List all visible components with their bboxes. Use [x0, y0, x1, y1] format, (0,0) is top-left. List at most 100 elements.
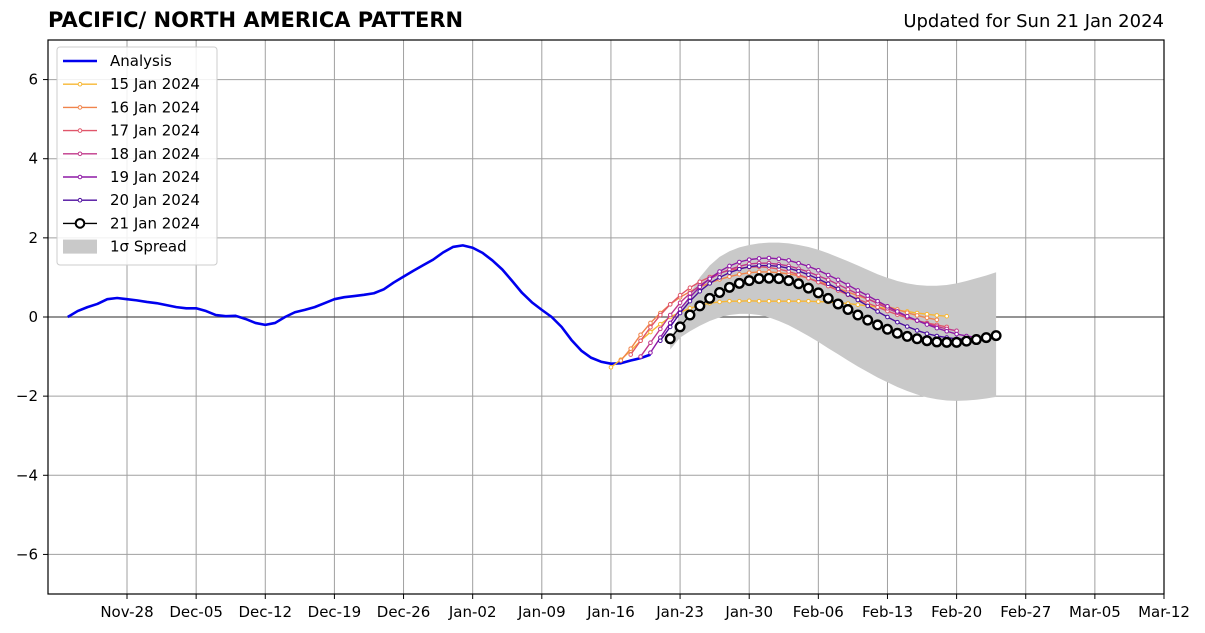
- latest-forecast-point: [970, 334, 982, 346]
- legend-label: 18 Jan 2024: [110, 145, 200, 163]
- legend-marker: [77, 128, 83, 133]
- forecast-point: [638, 332, 643, 338]
- forecast-point: [608, 364, 614, 370]
- forecast-point: [756, 298, 762, 304]
- forecast-point: [944, 328, 950, 334]
- forecast-series-3: [628, 264, 950, 357]
- legend-label: 1σ Spread: [110, 238, 187, 256]
- forecast-point: [924, 315, 930, 321]
- forecast-point: [796, 298, 801, 304]
- forecast-point: [914, 313, 920, 318]
- legend-label: 21 Jan 2024: [110, 214, 200, 232]
- forecast-point: [746, 264, 752, 270]
- forecast-point: [845, 287, 851, 292]
- forecast-point: [914, 318, 920, 323]
- x-tick-label: Dec-19: [308, 603, 362, 621]
- y-tick-label: −4: [16, 466, 38, 484]
- latest-forecast-point: [733, 277, 745, 289]
- forecast-line: [649, 257, 977, 353]
- latest-forecast-point: [881, 323, 893, 335]
- legend-item: 16 Jan 2024: [63, 98, 200, 116]
- forecast-point: [835, 282, 841, 287]
- forecast-point: [677, 310, 683, 316]
- legend-marker: [77, 105, 83, 110]
- forecast-point: [628, 346, 633, 351]
- forecast-point: [796, 272, 801, 277]
- forecast-point: [924, 322, 930, 327]
- latest-forecast-point: [723, 281, 735, 293]
- forecast-point: [697, 279, 703, 285]
- forecast-point: [835, 286, 841, 292]
- latest-forecast-point: [793, 278, 805, 290]
- legend-marker: [77, 174, 83, 180]
- forecast-point: [845, 292, 851, 297]
- latest-forecast-point: [714, 286, 726, 298]
- forecast-point: [687, 298, 693, 304]
- chart-title: PACIFIC/ NORTH AMERICA PATTERN: [48, 8, 464, 32]
- forecast-point: [855, 297, 861, 303]
- forecast-point: [875, 309, 880, 314]
- legend-label: 15 Jan 2024: [110, 75, 200, 93]
- latest-forecast-series: [664, 272, 1002, 348]
- x-tick-label: Jan-23: [655, 603, 704, 621]
- forecast-point: [697, 288, 703, 294]
- legend-box: [56, 46, 218, 266]
- legend-marker: [77, 151, 83, 157]
- latest-forecast-point: [862, 314, 874, 326]
- forecast-point: [648, 324, 653, 330]
- forecast-point: [875, 304, 880, 310]
- latest-forecast-point: [941, 336, 953, 348]
- forecast-point: [658, 321, 663, 327]
- forecast-point: [737, 259, 742, 265]
- forecast-point: [796, 268, 801, 274]
- legend-label: 17 Jan 2024: [110, 122, 200, 140]
- forecast-point: [667, 312, 673, 318]
- plot-area: [67, 242, 1002, 401]
- legend-item: 21 Jan 2024: [63, 214, 200, 232]
- latest-forecast-point: [802, 282, 814, 294]
- forecast-point: [737, 271, 742, 277]
- forecast-point: [845, 282, 851, 288]
- forecast-point: [677, 306, 683, 312]
- legend-item: 15 Jan 2024: [63, 75, 200, 93]
- forecast-point: [954, 331, 959, 337]
- x-tick-label: Mar-12: [1138, 603, 1190, 621]
- forecast-point: [825, 281, 831, 287]
- forecast-point: [707, 276, 712, 281]
- latest-forecast-point: [743, 275, 755, 287]
- latest-forecast-point: [901, 330, 913, 342]
- forecast-point: [855, 288, 861, 293]
- x-tick-label: Feb-13: [862, 603, 913, 621]
- forecast-point: [618, 358, 624, 363]
- forecast-point: [737, 266, 742, 272]
- forecast-point: [855, 302, 861, 308]
- x-tick-label: Feb-27: [1000, 603, 1051, 621]
- latest-forecast-point: [773, 273, 785, 285]
- x-tick-label: Jan-09: [517, 603, 566, 621]
- forecast-point: [796, 260, 801, 266]
- legend-item: 19 Jan 2024: [63, 168, 200, 186]
- latest-forecast-point: [832, 298, 844, 310]
- forecast-point: [756, 263, 762, 268]
- forecast-point: [904, 324, 910, 329]
- x-tick-label: Jan-16: [586, 603, 635, 621]
- forecast-point: [687, 290, 693, 296]
- forecast-point: [697, 284, 703, 290]
- forecast-point: [766, 263, 772, 268]
- legend-marker: [74, 218, 86, 229]
- x-tick-label: Dec-26: [377, 603, 431, 621]
- y-tick-label: 6: [28, 71, 38, 89]
- y-tick-label: −6: [16, 545, 38, 563]
- legend: Analysis 15 Jan 2024 16 Jan 2024 17 Jan 202…: [56, 46, 218, 266]
- forecast-point: [855, 291, 861, 297]
- latest-forecast-point: [783, 275, 795, 287]
- legend-item: 1σ Spread: [63, 238, 187, 256]
- forecast-point: [835, 277, 841, 283]
- forecast-point: [648, 340, 653, 346]
- forecast-point: [717, 299, 722, 305]
- y-axis: −6 −4 −2 0 2 4 6: [16, 71, 48, 563]
- forecast-point: [658, 338, 663, 344]
- forecast-point: [746, 298, 752, 304]
- forecast-point: [786, 258, 792, 263]
